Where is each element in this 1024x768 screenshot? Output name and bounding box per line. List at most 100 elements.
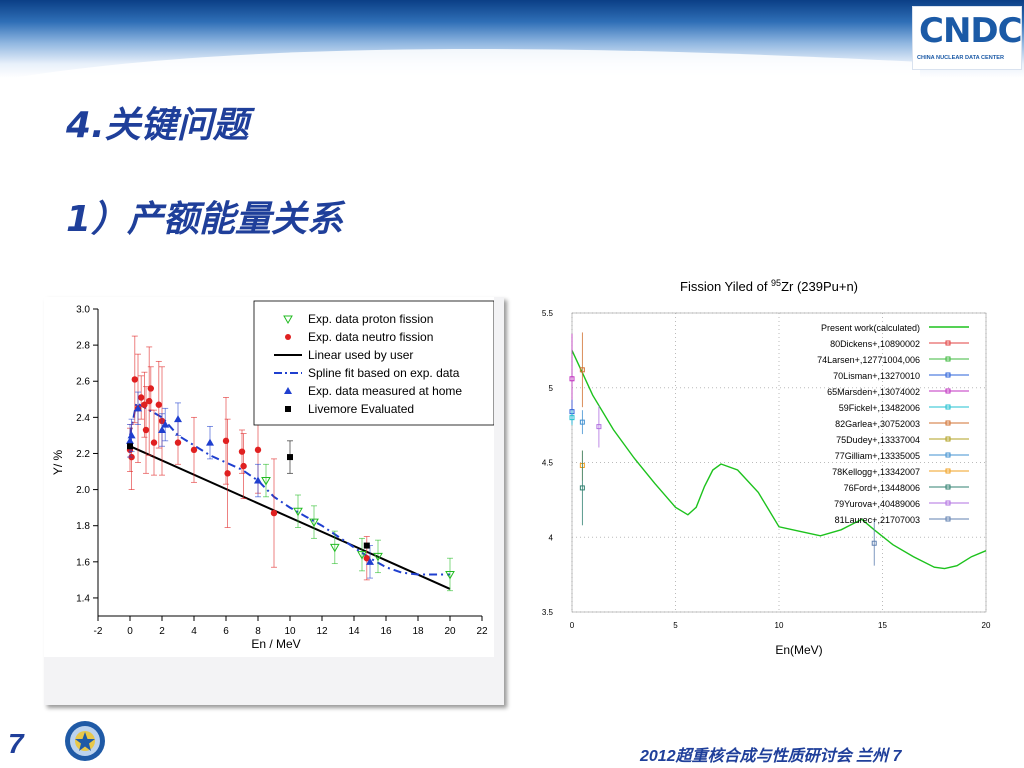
data-point xyxy=(238,448,246,455)
data-point xyxy=(579,485,585,491)
y-tick-label: 3.0 xyxy=(76,305,90,316)
chart-title: Fission Yiled of 95Zr (239Pu+n) xyxy=(680,278,858,294)
data-point xyxy=(270,509,278,517)
data-point xyxy=(596,424,602,430)
legend-marker xyxy=(945,340,951,346)
x-tick-label: 4 xyxy=(191,626,197,637)
data-point xyxy=(134,404,142,412)
legend-label: Exp. data measured at home xyxy=(308,384,462,398)
legend-marker xyxy=(945,468,951,474)
data-point xyxy=(261,477,271,486)
legend-label: 77Gilliam+,13335005 xyxy=(835,451,920,461)
data-point xyxy=(174,415,182,423)
y-tick-label: 4.5 xyxy=(542,459,554,468)
data-point xyxy=(224,470,231,477)
legend-label: 80Dickens+,10890002 xyxy=(830,339,920,349)
legend-label: 79Yurova+,40489006 xyxy=(834,499,920,509)
data-point xyxy=(579,419,585,425)
legend-label: Livemore Evaluated xyxy=(308,402,414,416)
legend-marker xyxy=(945,516,951,522)
data-point xyxy=(363,542,370,549)
page-number: 7 xyxy=(8,728,24,759)
legend-swatch xyxy=(285,406,291,412)
data-point xyxy=(222,437,230,445)
calculated-curve xyxy=(571,350,987,570)
emblem-seal xyxy=(65,721,105,761)
legend-marker xyxy=(945,404,951,410)
data-point xyxy=(158,425,166,433)
x-tick-label: 0 xyxy=(570,621,575,630)
legend-label: Exp. data proton fission xyxy=(308,312,433,326)
y-tick-label: 2.6 xyxy=(76,377,90,388)
logo-subtitle: CHINA NUCLEAR DATA CENTER xyxy=(917,55,1005,61)
x-tick-label: 18 xyxy=(412,626,424,637)
legend-marker xyxy=(945,388,951,394)
x-tick-label: 22 xyxy=(476,626,488,637)
y-tick-label: 4 xyxy=(549,533,554,542)
legend-label: 78Kellogg+,13342007 xyxy=(832,467,920,477)
y-tick-label: 2.4 xyxy=(76,413,90,424)
data-point xyxy=(445,570,455,580)
legend-marker xyxy=(945,356,951,362)
data-point xyxy=(254,476,262,484)
x-tick-label: 10 xyxy=(775,621,784,630)
y-tick-label: 2.2 xyxy=(76,449,90,460)
series-line xyxy=(129,445,451,590)
data-point xyxy=(190,446,198,454)
legend-label: 59Fickel+,13482006 xyxy=(839,403,920,413)
x-tick-label: 14 xyxy=(348,626,360,637)
legend-swatch xyxy=(283,315,293,325)
legend-label: Spline fit based on exp. data xyxy=(308,366,460,380)
y-tick-label: 1.6 xyxy=(76,557,90,568)
y-tick-label: 1.8 xyxy=(76,521,90,532)
y-tick-label: 1.4 xyxy=(76,593,90,604)
x-tick-label: 5 xyxy=(673,621,678,630)
data-point xyxy=(363,555,370,562)
x-tick-label: 2 xyxy=(159,626,165,637)
x-tick-label: -2 xyxy=(94,626,103,637)
zr95-yield-chart: Fission Yiled of 95Zr (239Pu+n) 0 5 10 15 20 3… xyxy=(495,278,991,657)
x-axis-label: En / MeV xyxy=(251,637,300,651)
data-point xyxy=(155,401,162,408)
legend-label: 82Garlea+,30752003 xyxy=(835,419,920,429)
x-tick-label: 20 xyxy=(982,621,991,630)
legend-label: Linear used by user xyxy=(308,348,413,362)
data-point xyxy=(127,443,133,450)
banner-swoosh xyxy=(0,49,920,80)
legend-marker xyxy=(945,452,951,458)
header-banner xyxy=(0,0,1024,80)
data-point xyxy=(174,439,182,446)
x-axis-label: En(MeV) xyxy=(775,643,822,657)
data-point xyxy=(254,446,262,454)
data-point xyxy=(138,394,145,401)
data-point xyxy=(146,397,153,405)
right-chart: Fission Yiled of 95Zr (239Pu+n) 0 5 10 15 20 3… xyxy=(495,266,998,666)
legend-label: 81Laurec+,21707003 xyxy=(835,515,920,525)
data-point xyxy=(131,376,138,383)
cndc-logo: CNDC CHINA NUCLEAR DATA CENTER xyxy=(912,6,1023,70)
data-point xyxy=(147,385,154,392)
logo-text: CNDC xyxy=(919,11,1023,51)
data-point xyxy=(240,462,247,470)
data-point xyxy=(366,557,374,565)
y-tick-label: 2.0 xyxy=(76,485,90,496)
x-tick-label: 16 xyxy=(380,626,392,637)
y-axis-label: Y/ % xyxy=(51,450,65,476)
x-tick-label: 10 xyxy=(284,626,296,637)
data-point xyxy=(287,454,293,461)
data-point xyxy=(309,518,319,528)
x-tick-label: 0 xyxy=(127,626,133,637)
legend-marker xyxy=(945,372,951,378)
data-point xyxy=(150,439,158,446)
y-tick-label: 5.5 xyxy=(542,309,554,318)
data-point xyxy=(161,420,170,428)
legend-label: Present work(calculated) xyxy=(821,323,920,333)
legend-swatch xyxy=(285,334,291,340)
data-point xyxy=(293,507,303,517)
data-point xyxy=(569,415,575,421)
left-chart: -2 0 2 4 6 8 10 12 14 16 18 20 22 1.4 1.6 1.8 2.0 2.2 2.4 2… xyxy=(44,297,495,657)
data-point xyxy=(329,543,340,553)
legend-label: Exp. data neutro fission xyxy=(308,330,433,344)
data-point xyxy=(127,431,136,439)
slide-title: 4.关键问题 xyxy=(66,105,249,146)
